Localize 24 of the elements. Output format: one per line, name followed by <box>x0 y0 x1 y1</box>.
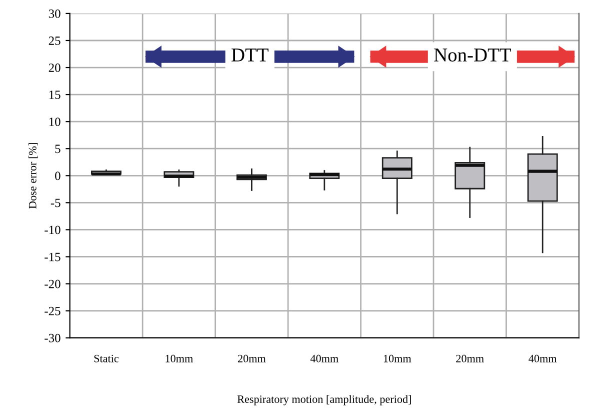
x-axis-title: Respiratory motion [amplitude, period] <box>237 395 411 406</box>
y-tick-label: -10 <box>44 226 60 234</box>
annotation: Non-DTT <box>434 48 511 62</box>
y-tick-label: -15 <box>44 252 60 262</box>
x-tick-label: 20mm <box>456 354 484 362</box>
y-tick-label: 10 <box>49 118 60 126</box>
y-tick-label: 25 <box>48 36 60 45</box>
x-tick-label: 10mm <box>166 354 193 362</box>
y-tick-label: 30 <box>48 9 60 18</box>
y-axis-title: Dose error [%] <box>28 143 38 209</box>
y-tick-label: 20 <box>48 64 60 72</box>
y-tick-label: 15 <box>49 90 60 100</box>
y-tick-label: -5 <box>50 198 60 208</box>
y-tick-label: -25 <box>44 306 60 316</box>
y-tick-label: 5 <box>55 144 60 154</box>
x-tick-label: 20mm <box>238 354 266 362</box>
x-tick-label: 40mm <box>310 354 338 362</box>
x-tick-label: 40mm <box>528 354 557 362</box>
x-tick-label: 10mm <box>384 354 412 362</box>
y-tick-label: 0 <box>55 172 60 180</box>
y-tick-label: -30 <box>44 334 60 342</box>
annotation: DTT <box>232 48 268 62</box>
y-tick-label: -20 <box>44 280 60 288</box>
x-tick-label: Static <box>94 354 119 362</box>
